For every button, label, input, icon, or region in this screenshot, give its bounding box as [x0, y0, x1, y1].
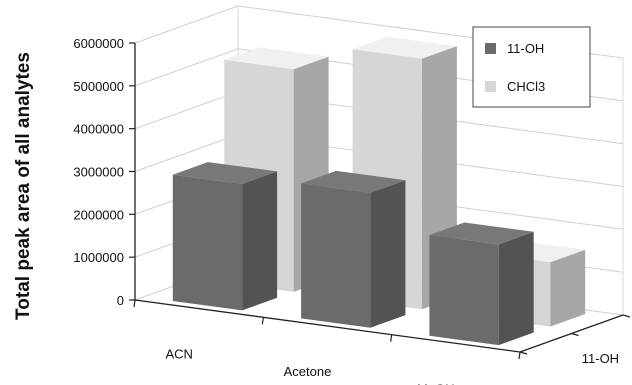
legend-box	[472, 26, 591, 108]
category-label-meoh: MeOH	[417, 381, 455, 385]
bar-side-face	[498, 231, 534, 346]
y-axis-title: Total peak area of all analytes	[13, 52, 34, 320]
y-tick-label: 2000000	[73, 207, 124, 222]
legend: 11-OH CHCl3	[472, 26, 591, 108]
legend-swatch-chcl3	[485, 81, 496, 92]
y-tick-label: 1000000	[73, 250, 124, 265]
y-tick-label: 6000000	[73, 36, 124, 51]
depth-tick-mark	[571, 332, 579, 337]
bar-front-face	[429, 235, 499, 346]
axes	[129, 42, 631, 360]
bar-top-face	[172, 162, 278, 184]
bar-top-face	[429, 222, 534, 245]
bar-side-face	[550, 249, 586, 327]
bar-front-face	[301, 183, 371, 328]
x-tick-mark	[390, 334, 393, 342]
y-tick-label: 3000000	[73, 165, 124, 180]
bar-11-oh-acetone	[301, 170, 406, 328]
depth-label-11-oh: 11-OH	[582, 351, 619, 366]
category-label-acn: ACN	[165, 347, 192, 362]
depth-tick-mark	[622, 314, 631, 318]
y-tick-labels: 0 1000000 2000000 3000000 4000000 5000000 6000…	[73, 36, 124, 308]
x-axis-line	[134, 299, 521, 353]
depth-tick-mark	[519, 351, 528, 355]
x-tick-mark	[133, 299, 136, 308]
bar-top-face	[301, 170, 406, 193]
x-tick-mark	[518, 351, 521, 360]
category-label-acetone: Acetone	[284, 364, 332, 379]
bar-side-face	[370, 180, 406, 328]
bar-top-face	[224, 47, 329, 70]
bar-side-face	[242, 171, 278, 311]
bar-11-oh-meoh	[429, 222, 534, 346]
y-tick-label: 4000000	[73, 122, 124, 137]
y-tick-label: 0	[117, 293, 124, 308]
bar-11-oh-acn	[172, 162, 278, 311]
bar-top-face	[352, 36, 457, 59]
legend-label-11-oh: 11-OH	[507, 41, 544, 56]
legend-label-chcl3: CHCl3	[507, 79, 545, 94]
legend-swatch-11-oh	[485, 43, 496, 54]
y-tick-label: 5000000	[73, 79, 124, 94]
x-tick-mark	[261, 317, 264, 325]
bar-front-face	[172, 174, 243, 311]
category-labels: ACN Acetone MeOH	[165, 347, 454, 385]
bars	[172, 36, 586, 346]
